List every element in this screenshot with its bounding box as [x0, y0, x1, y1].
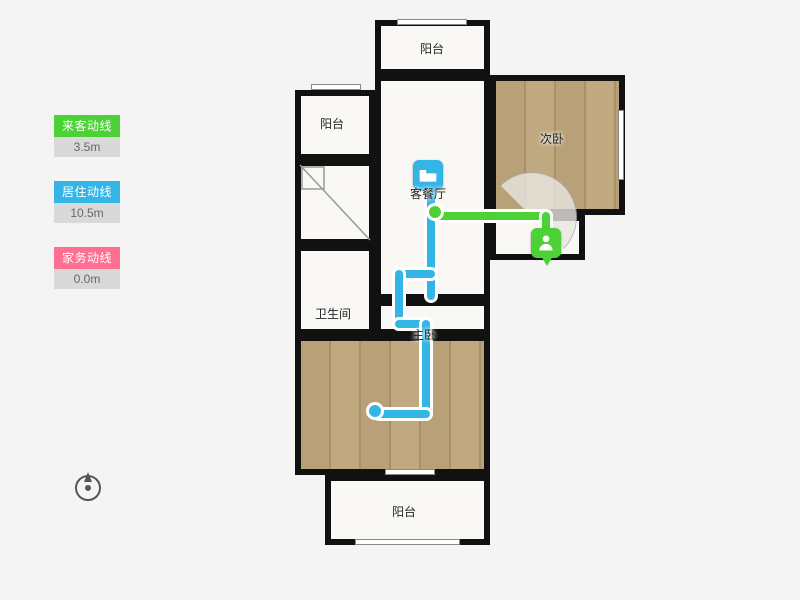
- label-balcony_left: 阳台: [320, 115, 344, 132]
- window-4: [385, 469, 435, 475]
- label-living: 客餐厅: [410, 185, 446, 202]
- path-seg: [435, 212, 550, 220]
- compass-icon: [70, 468, 106, 509]
- legend-value-chore: 0.0m: [54, 269, 120, 289]
- legend-item-chore: 家务动线 0.0m: [54, 247, 120, 289]
- room-shaft: [295, 160, 375, 245]
- label-balcony_bot: 阳台: [392, 503, 416, 520]
- stage: 来客动线 3.5m 居住动线 10.5m 家务动线 0.0m 阳台阳台客餐厅次卧…: [0, 0, 800, 600]
- window-2: [618, 110, 624, 180]
- path-seg: [375, 410, 430, 418]
- window-3: [355, 539, 460, 545]
- pin-tail: [541, 256, 553, 266]
- label-bath: 卫生间: [315, 305, 351, 322]
- legend-item-resident: 居住动线 10.5m: [54, 181, 120, 223]
- resident-end-dot: [369, 405, 381, 417]
- legend-title-resident: 居住动线: [54, 181, 120, 203]
- floor-plan: 阳台阳台客餐厅次卧卫生间主卧阳台: [265, 20, 625, 580]
- label-bed1: 主卧: [412, 326, 436, 343]
- legend-value-guest: 3.5m: [54, 137, 120, 157]
- room-bed1: [295, 335, 490, 475]
- legend: 来客动线 3.5m 居住动线 10.5m 家务动线 0.0m: [54, 115, 120, 313]
- legend-value-resident: 10.5m: [54, 203, 120, 223]
- label-balcony_top: 阳台: [420, 40, 444, 57]
- legend-title-chore: 家务动线: [54, 247, 120, 269]
- window-1: [311, 84, 361, 90]
- legend-title-guest: 来客动线: [54, 115, 120, 137]
- legend-item-guest: 来客动线 3.5m: [54, 115, 120, 157]
- label-bed2: 次卧: [540, 130, 564, 147]
- window-0: [397, 19, 467, 25]
- person-icon: [531, 228, 561, 258]
- guest-start-dot: [429, 206, 441, 218]
